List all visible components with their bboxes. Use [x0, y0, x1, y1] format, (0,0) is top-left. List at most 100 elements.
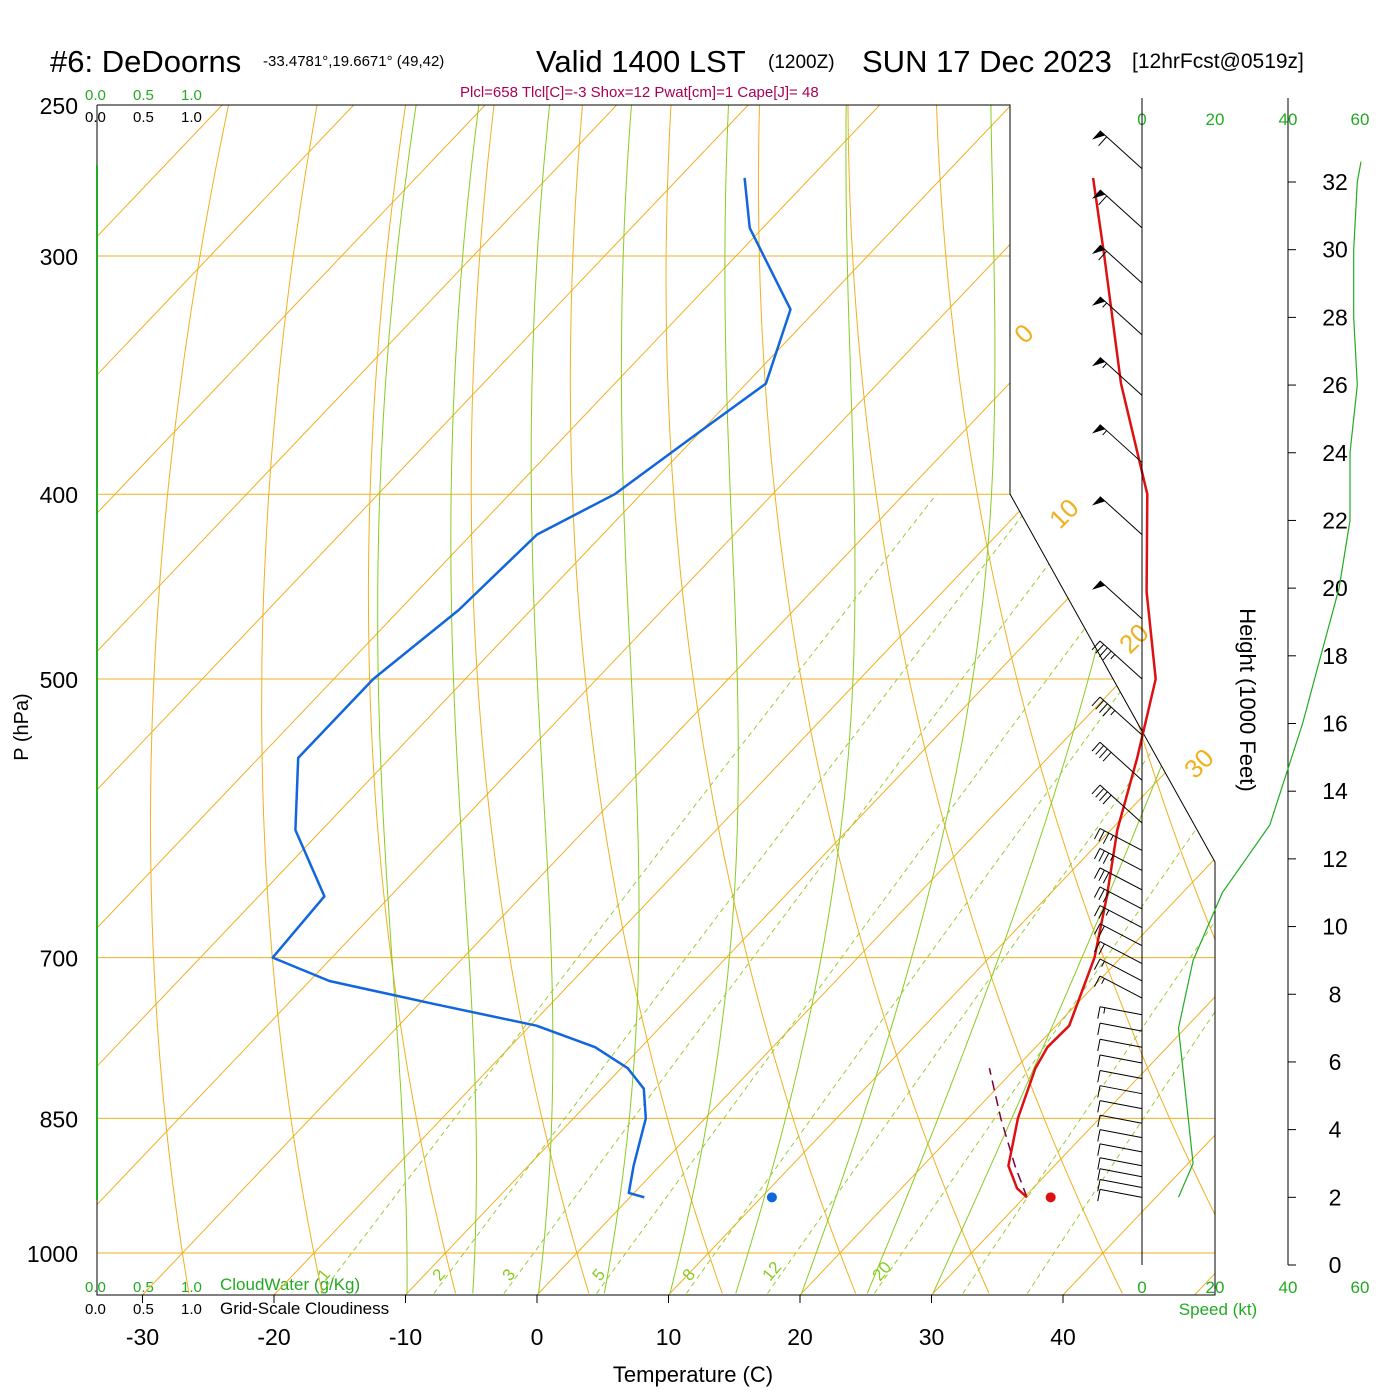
wind-barb: [1097, 1143, 1143, 1156]
barb-staff: [1099, 1143, 1143, 1153]
speed-tick-top: 20: [1206, 110, 1225, 129]
isotherm-line: [97, 105, 1012, 1295]
dry-adiabat: [569, 105, 723, 1294]
barb-staff: [1099, 1085, 1143, 1095]
wind-speed-profile: [1177, 161, 1362, 1198]
barb-pennant: [1091, 357, 1106, 367]
barb-staff: [1099, 696, 1143, 736]
top-cloudwater-tick: 0.5: [133, 87, 154, 104]
wind-barb: [1091, 130, 1143, 170]
speed-tick-top: 60: [1351, 110, 1370, 129]
pressure-tick-label: 1000: [27, 1241, 78, 1267]
temperature-tick-label: 40: [1050, 1324, 1076, 1350]
temperature-tick-label: -10: [389, 1324, 422, 1350]
wind-barb: [1097, 1179, 1143, 1192]
isotherm-line: [97, 105, 618, 1295]
wind-barb: [1097, 1070, 1143, 1083]
height-tick-label: 28: [1322, 304, 1348, 330]
pressure-tick-label: 850: [40, 1106, 78, 1132]
barb-flag: [1102, 852, 1110, 864]
height-tick-label: 2: [1329, 1184, 1342, 1210]
wind-barb: [1091, 496, 1143, 535]
isotherm-line: [97, 105, 355, 1295]
y-axis-label: P (hPa): [11, 693, 33, 760]
dry-adiabat: [150, 105, 237, 1294]
height-tick-label: 20: [1322, 575, 1348, 601]
bottom-cloudwater-tick: 1.0: [181, 1279, 202, 1296]
pressure-tick-label: 250: [40, 93, 78, 119]
isotherm-line: [97, 105, 223, 1295]
barb-flag: [1097, 1189, 1101, 1202]
bottom-cloudiness-tick: 0.0: [85, 1301, 106, 1318]
barb-flag: [1098, 748, 1108, 759]
mixing-ratio-label: 12: [759, 1258, 786, 1285]
temperature-tick-label: 30: [919, 1324, 945, 1350]
barb-staff: [1099, 357, 1143, 396]
barb-half-flag: [1105, 909, 1110, 916]
wind-barb: [1093, 923, 1143, 947]
barb-staff: [1099, 923, 1143, 947]
barb-staff: [1099, 1006, 1143, 1016]
barb-flag: [1093, 848, 1101, 860]
isotherm-line: [97, 105, 1144, 1295]
barb-half-flag: [1110, 710, 1116, 716]
height-tick-label: 26: [1322, 372, 1348, 398]
mixing-ratio-line: [503, 493, 1102, 1294]
speed-axis-label: Speed (kt): [1179, 1300, 1257, 1319]
barb-flag: [1102, 706, 1112, 717]
forecast-label: [12hrFcst@0519z]: [1132, 50, 1304, 73]
barb-flag: [1097, 1115, 1101, 1128]
pressure-tick-label: 500: [40, 667, 78, 693]
barb-flag: [1098, 869, 1105, 882]
isotherm-line: [1194, 105, 1215, 1295]
barb-staff: [1099, 496, 1143, 535]
barb-flag: [1093, 886, 1101, 898]
moist-adiabat: [530, 105, 554, 1294]
station-coords: -33.4781°,19.6671° (49,42): [263, 53, 444, 70]
isotherm-line: [97, 105, 881, 1295]
barb-staff: [1099, 640, 1143, 680]
barb-flag: [1091, 640, 1101, 651]
mixing-ratio-line: [1026, 493, 1215, 1294]
isotherm-line: [799, 105, 1215, 1295]
barb-half-flag: [1102, 430, 1108, 436]
barb-staff: [1099, 1022, 1143, 1032]
bottom-cloudiness-tick: 0.5: [133, 1301, 154, 1318]
temperature-tick-label: -30: [126, 1324, 159, 1350]
barb-staff: [1099, 244, 1143, 284]
mixing-ratio-line: [320, 493, 937, 1294]
isotherm-label: 20: [1113, 618, 1155, 660]
barb-staff: [1099, 1114, 1143, 1124]
barb-flag: [1098, 136, 1108, 147]
barb-flag: [1102, 832, 1110, 844]
moist-adiabat: [866, 105, 1167, 1294]
barb-flag: [1097, 1168, 1101, 1181]
wind-barb: [1097, 1022, 1143, 1036]
wind-barb: [1093, 958, 1143, 982]
speed-tick-bottom: 60: [1351, 1278, 1370, 1297]
dry-adiabat: [367, 105, 457, 1294]
dry-adiabat: [935, 105, 1215, 1294]
surface-dewpoint-marker: [766, 1192, 777, 1203]
background-grid: [97, 71, 1400, 1295]
wind-barb: [1093, 847, 1143, 871]
barb-flag: [1093, 958, 1101, 970]
isotherm-line: [931, 105, 1215, 1295]
barb-flag: [1102, 891, 1110, 903]
wind-barb: [1093, 975, 1143, 999]
wind-barb: [1091, 296, 1143, 336]
dry-adiabat: [1373, 71, 1400, 1293]
bottom-cloudwater-scale: 0.0 0.5 1.0 CloudWater (g/Kg): [85, 1275, 360, 1296]
barb-flag: [1091, 784, 1101, 795]
moist-adiabat: [603, 105, 640, 1294]
wind-barb: [1097, 1129, 1143, 1142]
height-tick-label: 14: [1322, 778, 1348, 804]
barb-half-flag: [1101, 978, 1105, 984]
dry-adiabat: [758, 105, 990, 1294]
wind-barb: [1097, 1114, 1143, 1128]
wind-barb: [1091, 580, 1143, 620]
height-tick-label: 18: [1322, 643, 1348, 669]
barb-flag: [1097, 1143, 1101, 1156]
height-tick-label: 24: [1322, 440, 1348, 466]
barb-flag: [1097, 1085, 1101, 1098]
